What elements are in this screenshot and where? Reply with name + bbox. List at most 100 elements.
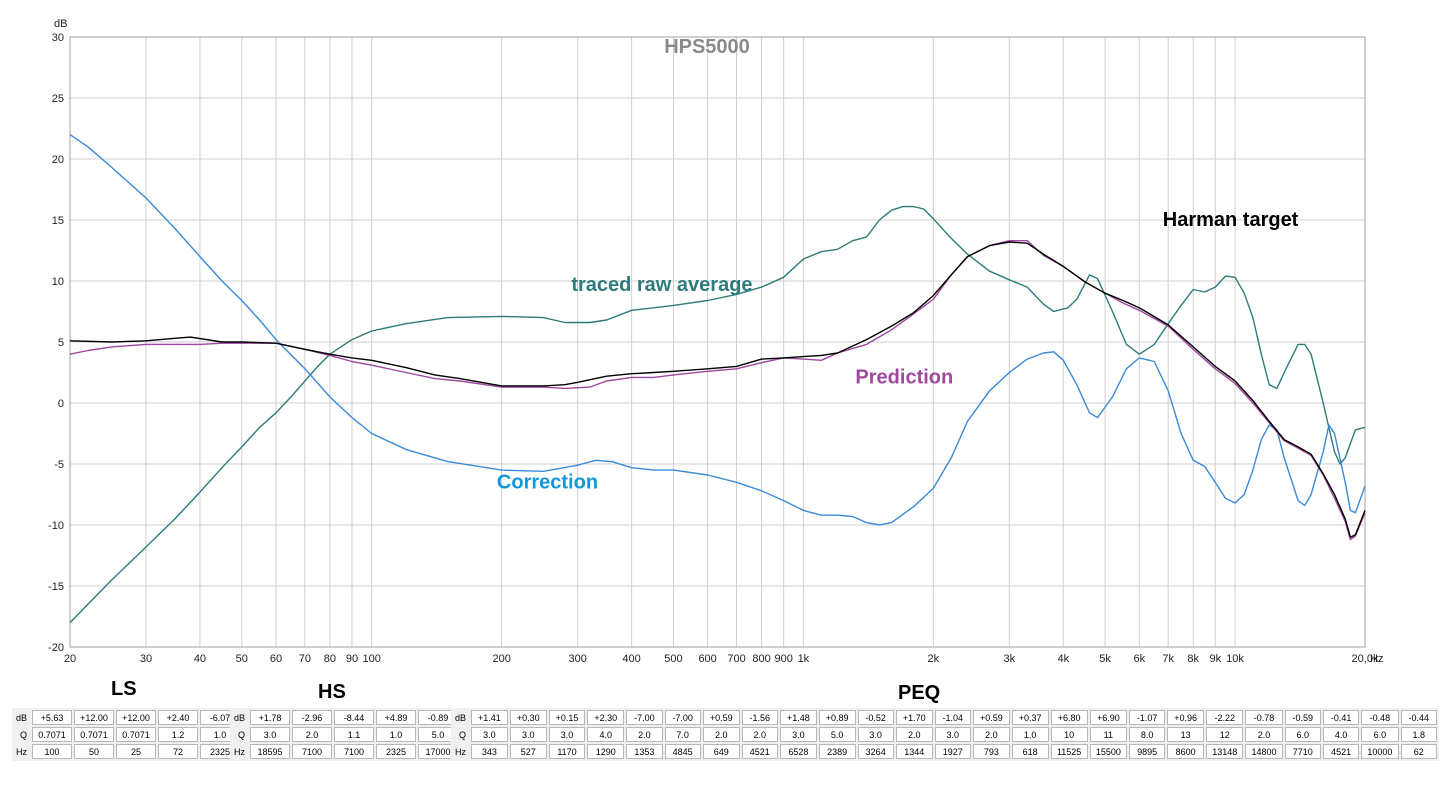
ls-db-cell[interactable]: +12.00 xyxy=(116,710,157,725)
peq-hz-cell[interactable]: 14800 xyxy=(1245,744,1283,759)
row-label: Hz xyxy=(14,744,31,759)
hs-db-cell[interactable]: -8.44 xyxy=(334,710,375,725)
ls-q-cell[interactable]: 0.7071 xyxy=(74,727,115,742)
peq-q-cell[interactable]: 13 xyxy=(1167,727,1205,742)
peq-q-cell[interactable]: 11 xyxy=(1089,727,1127,742)
peq-q-cell[interactable]: 2.0 xyxy=(626,727,663,742)
peq-q-cell[interactable]: 4.0 xyxy=(1322,727,1360,742)
ls-q-cell[interactable]: 0.7071 xyxy=(116,727,157,742)
peq-hz-cell[interactable]: 793 xyxy=(972,744,1010,759)
peq-q-cell[interactable]: 2.0 xyxy=(702,727,740,742)
peq-db-cell[interactable]: +2.30 xyxy=(587,710,625,725)
peq-hz-cell[interactable]: 1927 xyxy=(934,744,971,759)
hs-hz-cell[interactable]: 7100 xyxy=(334,744,375,759)
peq-q-cell[interactable]: 12 xyxy=(1206,727,1244,742)
ls-db-cell[interactable]: +5.63 xyxy=(32,710,73,725)
peq-hz-cell[interactable]: 1290 xyxy=(587,744,625,759)
peq-q-cell[interactable]: 2.0 xyxy=(972,727,1010,742)
peq-hz-cell[interactable]: 3264 xyxy=(857,744,894,759)
peq-hz-cell[interactable]: 527 xyxy=(509,744,547,759)
peq-db-cell[interactable]: +6.90 xyxy=(1089,710,1127,725)
peq-q-cell[interactable]: 3.0 xyxy=(779,727,817,742)
peq-db-cell[interactable]: +0.30 xyxy=(509,710,547,725)
peq-db-cell[interactable]: +1.48 xyxy=(779,710,817,725)
ls-hz-cell[interactable]: 72 xyxy=(158,744,199,759)
peq-hz-cell[interactable]: 649 xyxy=(702,744,740,759)
peq-hz-cell[interactable]: 10000 xyxy=(1361,744,1399,759)
peq-hz-cell[interactable]: 343 xyxy=(471,744,508,759)
peq-hz-cell[interactable]: 13148 xyxy=(1206,744,1244,759)
ls-q-cell[interactable]: 1.2 xyxy=(158,727,199,742)
ls-q-cell[interactable]: 0.7071 xyxy=(32,727,73,742)
peq-db-cell[interactable]: -0.52 xyxy=(857,710,894,725)
peq-q-cell[interactable]: 2.0 xyxy=(741,727,778,742)
peq-hz-cell[interactable]: 62 xyxy=(1400,744,1437,759)
peq-hz-cell[interactable]: 1344 xyxy=(895,744,933,759)
hs-q-cell[interactable]: 1.0 xyxy=(376,727,417,742)
peq-hz-cell[interactable]: 15500 xyxy=(1089,744,1127,759)
peq-db-cell[interactable]: +0.59 xyxy=(702,710,740,725)
peq-hz-cell[interactable]: 618 xyxy=(1011,744,1049,759)
ls-db-cell[interactable]: +2.40 xyxy=(158,710,199,725)
peq-hz-cell[interactable]: 4521 xyxy=(1322,744,1360,759)
peq-db-cell[interactable]: -1.07 xyxy=(1128,710,1166,725)
hs-db-cell[interactable]: +1.78 xyxy=(250,710,291,725)
ls-hz-cell[interactable]: 50 xyxy=(74,744,115,759)
peq-hz-cell[interactable]: 1353 xyxy=(626,744,663,759)
hs-q-cell[interactable]: 1.1 xyxy=(334,727,375,742)
peq-q-cell[interactable]: 6.0 xyxy=(1284,727,1321,742)
peq-db-cell[interactable]: +0.59 xyxy=(972,710,1010,725)
peq-hz-cell[interactable]: 2389 xyxy=(818,744,856,759)
peq-db-cell[interactable]: +0.37 xyxy=(1011,710,1049,725)
peq-q-cell[interactable]: 8.0 xyxy=(1128,727,1166,742)
peq-db-cell[interactable]: +0.15 xyxy=(548,710,586,725)
peq-q-cell[interactable]: 1.8 xyxy=(1400,727,1437,742)
peq-q-cell[interactable]: 2.0 xyxy=(1245,727,1283,742)
hs-hz-cell[interactable]: 2325 xyxy=(376,744,417,759)
peq-db-cell[interactable]: -0.59 xyxy=(1284,710,1321,725)
peq-hz-cell[interactable]: 6528 xyxy=(779,744,817,759)
peq-db-cell[interactable]: -0.41 xyxy=(1322,710,1360,725)
peq-q-cell[interactable]: 3.0 xyxy=(509,727,547,742)
ls-hz-cell[interactable]: 25 xyxy=(116,744,157,759)
hs-hz-cell[interactable]: 7100 xyxy=(292,744,333,759)
peq-db-cell[interactable]: -7.00 xyxy=(626,710,663,725)
peq-db-cell[interactable]: +1.41 xyxy=(471,710,508,725)
peq-q-cell[interactable]: 1.0 xyxy=(1011,727,1049,742)
peq-db-cell[interactable]: -2.22 xyxy=(1206,710,1244,725)
peq-db-cell[interactable]: -1.04 xyxy=(934,710,971,725)
peq-hz-cell[interactable]: 9895 xyxy=(1128,744,1166,759)
peq-q-cell[interactable]: 2.0 xyxy=(895,727,933,742)
hs-db-cell[interactable]: -2.96 xyxy=(292,710,333,725)
peq-hz-cell[interactable]: 4845 xyxy=(664,744,701,759)
peq-q-cell[interactable]: 7.0 xyxy=(664,727,701,742)
ls-hz-cell[interactable]: 100 xyxy=(32,744,73,759)
peq-q-cell[interactable]: 3.0 xyxy=(857,727,894,742)
peq-hz-cell[interactable]: 4521 xyxy=(741,744,778,759)
peq-db-cell[interactable]: +0.96 xyxy=(1167,710,1205,725)
ls-db-cell[interactable]: +12.00 xyxy=(74,710,115,725)
peq-db-cell[interactable]: -0.44 xyxy=(1400,710,1437,725)
peq-db-cell[interactable]: +0.89 xyxy=(818,710,856,725)
hs-q-cell[interactable]: 2.0 xyxy=(292,727,333,742)
hs-db-cell[interactable]: +4.89 xyxy=(376,710,417,725)
peq-q-cell[interactable]: 3.0 xyxy=(471,727,508,742)
peq-q-cell[interactable]: 3.0 xyxy=(548,727,586,742)
peq-db-cell[interactable]: -0.78 xyxy=(1245,710,1283,725)
peq-db-cell[interactable]: -7.00 xyxy=(664,710,701,725)
peq-hz-cell[interactable]: 7710 xyxy=(1284,744,1321,759)
peq-q-cell[interactable]: 4.0 xyxy=(587,727,625,742)
peq-q-cell[interactable]: 5.0 xyxy=(818,727,856,742)
peq-db-cell[interactable]: +1.70 xyxy=(895,710,933,725)
peq-db-cell[interactable]: -1.56 xyxy=(741,710,778,725)
hs-hz-cell[interactable]: 18595 xyxy=(250,744,291,759)
peq-q-cell[interactable]: 3.0 xyxy=(934,727,971,742)
peq-db-cell[interactable]: -0.48 xyxy=(1361,710,1399,725)
peq-hz-cell[interactable]: 8600 xyxy=(1167,744,1205,759)
peq-hz-cell[interactable]: 1170 xyxy=(548,744,586,759)
hs-q-cell[interactable]: 3.0 xyxy=(250,727,291,742)
peq-hz-cell[interactable]: 11525 xyxy=(1050,744,1088,759)
peq-db-cell[interactable]: +6.80 xyxy=(1050,710,1088,725)
peq-q-cell[interactable]: 6.0 xyxy=(1361,727,1399,742)
peq-q-cell[interactable]: 10 xyxy=(1050,727,1088,742)
